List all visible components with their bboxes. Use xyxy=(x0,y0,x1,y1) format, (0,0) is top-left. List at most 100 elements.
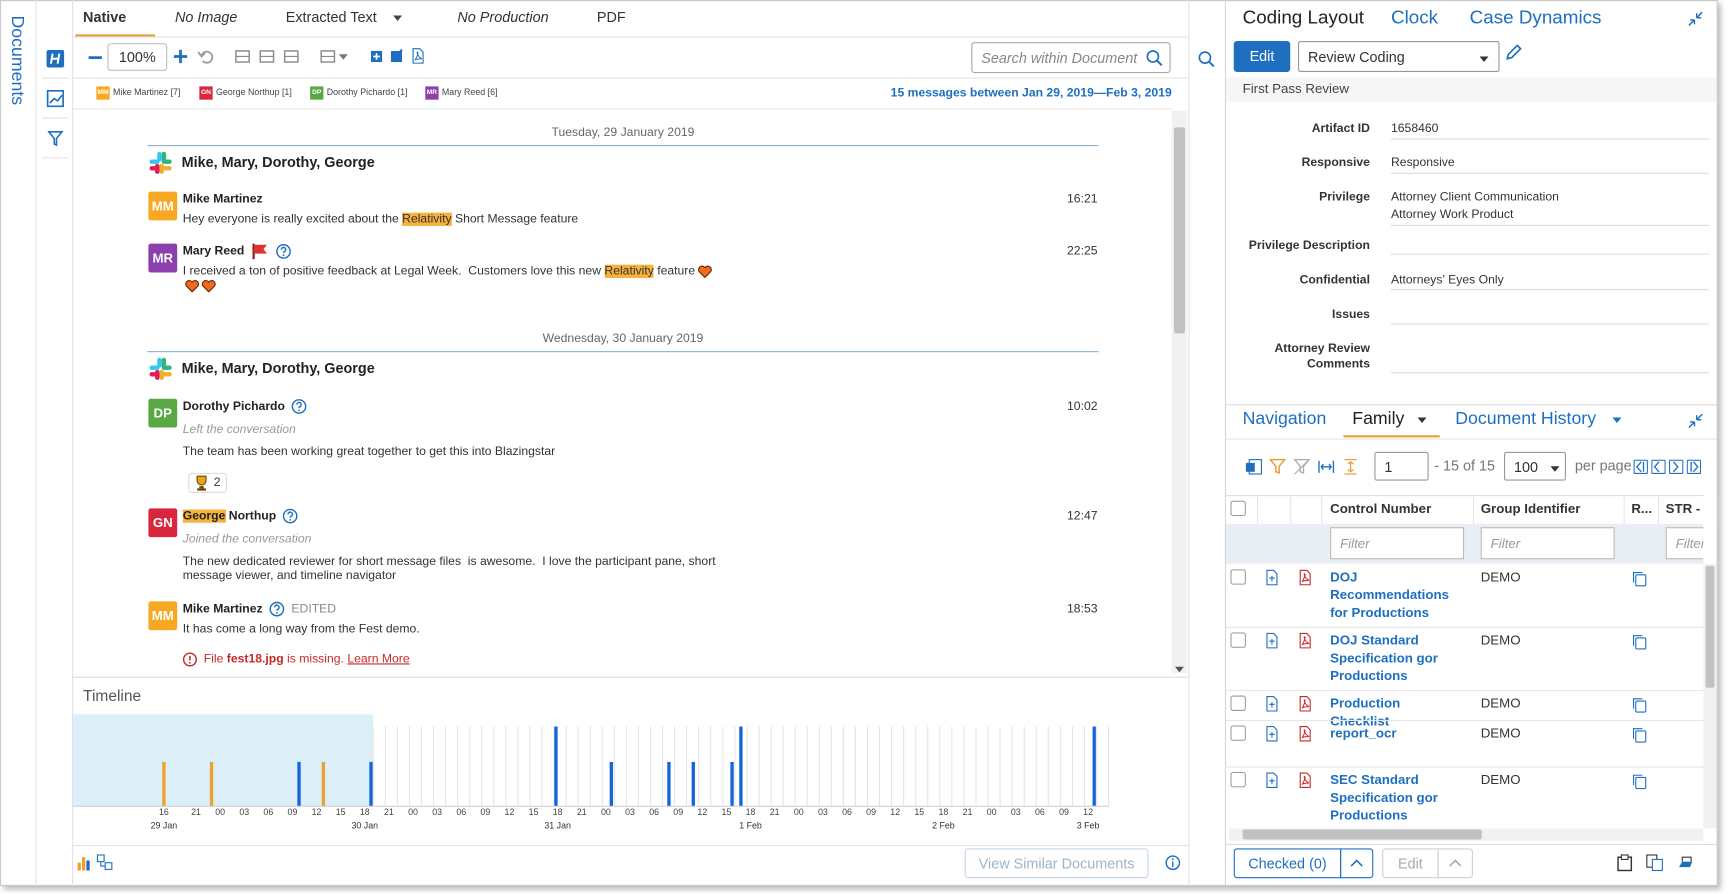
checked-button[interactable]: Checked (0) xyxy=(1233,848,1342,879)
collapse-icon[interactable] xyxy=(1687,10,1705,28)
column-header[interactable]: Group Identifier xyxy=(1480,500,1581,517)
zoom-input[interactable]: 100% xyxy=(107,43,168,71)
highlight-icon[interactable] xyxy=(46,49,65,68)
copy-icon[interactable] xyxy=(1631,570,1648,587)
viewer-tab[interactable]: Native xyxy=(83,8,127,26)
coding-tab[interactable]: Case Dynamics xyxy=(1469,6,1602,28)
control-number-link[interactable]: report_ocr xyxy=(1330,725,1397,741)
control-number-link[interactable]: SEC Standard Specification gor Productio… xyxy=(1330,771,1438,823)
copy-icon[interactable] xyxy=(1631,727,1648,744)
search-input[interactable]: Search within Document xyxy=(971,42,1171,74)
zoom-out[interactable] xyxy=(87,50,103,66)
pencil-icon[interactable] xyxy=(1505,44,1522,61)
viewer-tab[interactable]: PDF xyxy=(596,8,626,26)
pager-button[interactable] xyxy=(1651,459,1666,475)
search-icon[interactable] xyxy=(1145,49,1163,67)
timeline-toggle[interactable] xyxy=(76,854,94,872)
filter-icon[interactable] xyxy=(47,131,64,147)
pdf-icon[interactable] xyxy=(1297,569,1314,586)
sidebar-title[interactable]: Documents xyxy=(7,15,27,106)
mass-edit-button[interactable]: Edit xyxy=(1382,848,1439,879)
page-input[interactable]: 1 xyxy=(1374,451,1429,481)
participant-name[interactable]: George Northup [1] xyxy=(215,87,292,98)
coding-tab[interactable]: Coding Layout xyxy=(1242,6,1365,28)
pdf-export[interactable] xyxy=(410,48,426,66)
control-number-link[interactable]: DOJ Standard Specification gor Productio… xyxy=(1330,632,1438,684)
related-icon[interactable] xyxy=(1264,772,1281,789)
row-height[interactable] xyxy=(1342,458,1359,476)
print-icon[interactable] xyxy=(1677,854,1695,872)
column-header[interactable]: STR - xyxy=(1665,500,1701,517)
control-number-link[interactable]: Production Checklist xyxy=(1330,695,1401,729)
select-all-checkbox[interactable] xyxy=(1230,500,1246,517)
compare-icon[interactable] xyxy=(1646,854,1664,872)
view-tool[interactable] xyxy=(259,49,275,65)
pdf-icon[interactable] xyxy=(1297,632,1314,649)
pdf-icon[interactable] xyxy=(1297,696,1314,713)
fit-columns[interactable] xyxy=(1318,459,1335,476)
pager-button[interactable] xyxy=(1668,459,1684,475)
pdf-icon[interactable] xyxy=(1297,772,1314,789)
view-tool[interactable] xyxy=(283,49,300,65)
column-filter[interactable]: Filter xyxy=(1330,527,1465,560)
row-checkbox[interactable] xyxy=(1230,725,1246,741)
view-tool[interactable] xyxy=(320,49,336,65)
family-tab[interactable]: Document History xyxy=(1455,409,1597,429)
viewer-tab[interactable]: No Production xyxy=(457,8,549,26)
copy-icon[interactable] xyxy=(1631,633,1648,650)
rotate[interactable] xyxy=(197,49,215,65)
zoom-in[interactable] xyxy=(173,49,189,65)
help-icon[interactable] xyxy=(275,244,291,260)
edit-button[interactable]: Edit xyxy=(1233,40,1291,72)
link[interactable]: Learn More xyxy=(347,652,410,666)
pager-button[interactable] xyxy=(1633,459,1648,475)
row-checkbox[interactable] xyxy=(1230,569,1246,585)
download[interactable] xyxy=(369,48,385,66)
column-filter[interactable]: Filter xyxy=(1480,527,1615,560)
coding-tab[interactable]: Clock xyxy=(1391,6,1439,28)
row-checkbox[interactable] xyxy=(1230,771,1246,788)
help-icon[interactable] xyxy=(269,601,285,617)
mass-edit-menu[interactable] xyxy=(1437,848,1473,879)
participant-name[interactable]: Dorothy Pichardo [1] xyxy=(326,87,408,98)
layout-select[interactable]: Review Coding xyxy=(1297,40,1500,72)
clear-filter[interactable] xyxy=(1293,458,1311,476)
pager-button[interactable] xyxy=(1686,459,1702,475)
help-icon[interactable] xyxy=(283,508,299,524)
row-checkbox[interactable] xyxy=(1230,632,1246,648)
viewer-tab[interactable]: Extracted Text xyxy=(285,8,377,26)
control-number-link[interactable]: DOJ Recommendations for Productions xyxy=(1330,569,1449,621)
search-toggle[interactable] xyxy=(1197,50,1215,68)
view-similar-button[interactable]: View Similar Documents xyxy=(964,848,1149,879)
info-icon[interactable] xyxy=(1165,855,1181,871)
column-header[interactable]: Control Number xyxy=(1330,500,1432,517)
participant-name[interactable]: Mike Martinez [7] xyxy=(112,87,181,98)
pdf-icon[interactable] xyxy=(1297,725,1314,742)
image-icon[interactable] xyxy=(46,89,65,108)
column-header[interactable]: R... xyxy=(1631,500,1653,517)
related-icon[interactable] xyxy=(1264,569,1281,586)
related-icon[interactable] xyxy=(1264,725,1281,742)
participant-name[interactable]: Mary Reed [6] xyxy=(441,87,498,98)
filter-toggle[interactable] xyxy=(1269,458,1286,476)
help-icon[interactable] xyxy=(291,399,308,415)
timeline-tick-label: 15 xyxy=(914,807,924,817)
column-filter[interactable]: Filter xyxy=(1665,527,1704,560)
related-icon[interactable] xyxy=(1264,632,1281,649)
related-icon[interactable] xyxy=(1264,696,1281,713)
copy-icon[interactable] xyxy=(1631,773,1648,790)
export[interactable] xyxy=(389,48,405,66)
checked-menu[interactable] xyxy=(1340,848,1374,879)
per-page-select[interactable]: 100 xyxy=(1503,451,1566,481)
timeline-chart[interactable]: 16 21 00 03 06 09 12 15 18 21 00 03 06 09 12 15 18 21 00 03… xyxy=(73,709,1187,842)
family-tab[interactable]: Family xyxy=(1352,409,1405,429)
collapse-icon[interactable] xyxy=(1687,412,1705,430)
clipboard-icon[interactable] xyxy=(1616,854,1634,872)
excel-export[interactable] xyxy=(1245,459,1263,476)
participants-toggle[interactable] xyxy=(96,854,114,872)
copy-icon[interactable] xyxy=(1631,697,1648,714)
view-tool[interactable] xyxy=(235,49,251,65)
family-tab[interactable]: Navigation xyxy=(1242,409,1327,429)
viewer-tab[interactable]: No Image xyxy=(174,8,238,26)
row-checkbox[interactable] xyxy=(1230,695,1246,712)
